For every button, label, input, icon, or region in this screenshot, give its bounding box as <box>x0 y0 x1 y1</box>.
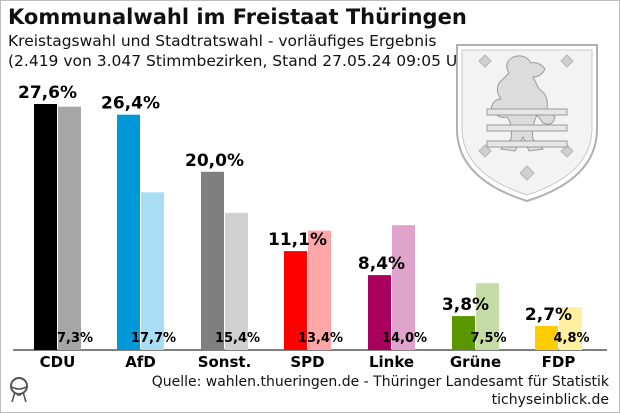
bar-grne-2024 <box>452 316 475 350</box>
value-label-fdp-2024: 2,7% <box>525 305 572 325</box>
chart-title: Kommunalwahl im Freistaat Thüringen <box>8 5 467 29</box>
category-label-fdp: FDP <box>542 353 576 371</box>
category-label-linke: Linke <box>369 353 414 371</box>
bar-spd-previous <box>308 230 331 350</box>
bar-grne-previous <box>476 283 499 350</box>
bar-fdp-previous <box>559 307 582 350</box>
value-label-linke-previous: 14,0% <box>382 331 427 346</box>
chart-subtitle-line1: Kreistagswahl und Stadtratswahl - vorläu… <box>8 32 437 50</box>
bar-fdp-2024 <box>535 325 558 350</box>
thuringia-coat-of-arms-icon <box>456 44 598 203</box>
bar-linke-previous <box>392 225 415 350</box>
source-note: Quelle: wahlen.thueringen.de - Thüringer… <box>151 374 609 390</box>
value-label-grne-previous: 7,5% <box>470 331 506 346</box>
value-label-afd-previous: 17,7% <box>131 331 176 346</box>
category-label-group: CDU AfD Sonst. SPD Linke Grüne FDP <box>40 353 576 371</box>
value-label-spd-previous: 13,4% <box>298 331 343 346</box>
value-label-cdu-2024: 27,6% <box>18 83 77 103</box>
value-label-spd-2024: 11,1% <box>268 230 327 250</box>
value-label-group: 27,6% 27,3% 26,4% 17,7% 20,0% 15,4% 11,1% 13,4%… <box>18 83 590 346</box>
category-label-cdu: CDU <box>40 353 76 371</box>
bar-group <box>34 104 582 350</box>
category-label-sonst: Sonst. <box>198 353 252 371</box>
value-label-afd-2024: 26,4% <box>101 94 160 114</box>
value-label-fdp-previous: 4,8% <box>553 331 589 346</box>
tichys-einblick-logo-icon <box>10 377 28 403</box>
chart-subtitle-line2: (2.419 von 3.047 Stimmbezirken, Stand 27… <box>8 52 480 70</box>
publisher-name: tichyseinblick.de <box>491 392 609 408</box>
category-label-spd: SPD <box>290 353 324 371</box>
value-label-sonst-previous: 15,4% <box>215 331 260 346</box>
bar-sonst-previous <box>225 212 248 350</box>
value-label-cdu-previous: 27,3% <box>48 331 93 346</box>
category-label-afd: AfD <box>125 353 156 371</box>
bar-cdu-previous <box>58 106 81 350</box>
bar-afd-previous <box>141 192 164 350</box>
bar-spd-2024 <box>284 251 307 350</box>
bar-sonst-2024 <box>201 171 224 350</box>
bar-cdu-2024 <box>34 104 57 350</box>
value-label-linke-2024: 8,4% <box>358 254 405 274</box>
bar-linke-2024 <box>368 275 391 350</box>
value-label-sonst-2024: 20,0% <box>185 151 244 171</box>
category-label-grne: Grüne <box>450 353 501 371</box>
bar-afd-2024 <box>117 114 140 350</box>
value-label-grne-2024: 3,8% <box>442 295 489 315</box>
